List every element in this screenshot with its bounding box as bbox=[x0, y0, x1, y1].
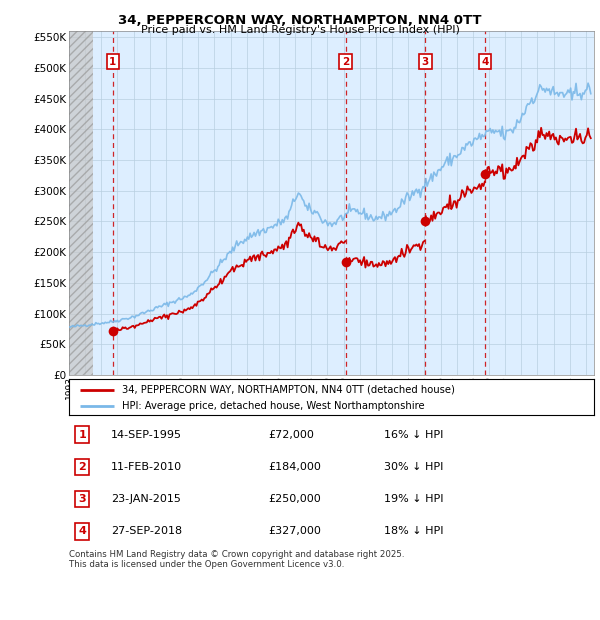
Text: Price paid vs. HM Land Registry's House Price Index (HPI): Price paid vs. HM Land Registry's House … bbox=[140, 25, 460, 35]
Text: 34, PEPPERCORN WAY, NORTHAMPTON, NN4 0TT (detached house): 34, PEPPERCORN WAY, NORTHAMPTON, NN4 0TT… bbox=[121, 384, 454, 394]
Text: Contains HM Land Registry data © Crown copyright and database right 2025.
This d: Contains HM Land Registry data © Crown c… bbox=[69, 550, 404, 569]
Text: 23-JAN-2015: 23-JAN-2015 bbox=[111, 494, 181, 504]
Text: 19% ↓ HPI: 19% ↓ HPI bbox=[384, 494, 443, 504]
Text: 4: 4 bbox=[481, 56, 488, 67]
Text: £184,000: £184,000 bbox=[269, 462, 322, 472]
Bar bbox=[69, 31, 93, 375]
Text: 4: 4 bbox=[78, 526, 86, 536]
Text: 1: 1 bbox=[78, 430, 86, 440]
Text: 27-SEP-2018: 27-SEP-2018 bbox=[111, 526, 182, 536]
Text: £327,000: £327,000 bbox=[269, 526, 322, 536]
Text: 34, PEPPERCORN WAY, NORTHAMPTON, NN4 0TT: 34, PEPPERCORN WAY, NORTHAMPTON, NN4 0TT bbox=[118, 14, 482, 27]
Text: 3: 3 bbox=[422, 56, 429, 67]
Text: 14-SEP-1995: 14-SEP-1995 bbox=[111, 430, 182, 440]
Text: 16% ↓ HPI: 16% ↓ HPI bbox=[384, 430, 443, 440]
Text: 30% ↓ HPI: 30% ↓ HPI bbox=[384, 462, 443, 472]
Text: £250,000: £250,000 bbox=[269, 494, 321, 504]
Text: £72,000: £72,000 bbox=[269, 430, 314, 440]
Text: 18% ↓ HPI: 18% ↓ HPI bbox=[384, 526, 443, 536]
Text: 3: 3 bbox=[79, 494, 86, 504]
Text: HPI: Average price, detached house, West Northamptonshire: HPI: Average price, detached house, West… bbox=[121, 401, 424, 412]
Text: 2: 2 bbox=[342, 56, 349, 67]
Text: 1: 1 bbox=[109, 56, 116, 67]
Text: 11-FEB-2010: 11-FEB-2010 bbox=[111, 462, 182, 472]
Text: 2: 2 bbox=[78, 462, 86, 472]
